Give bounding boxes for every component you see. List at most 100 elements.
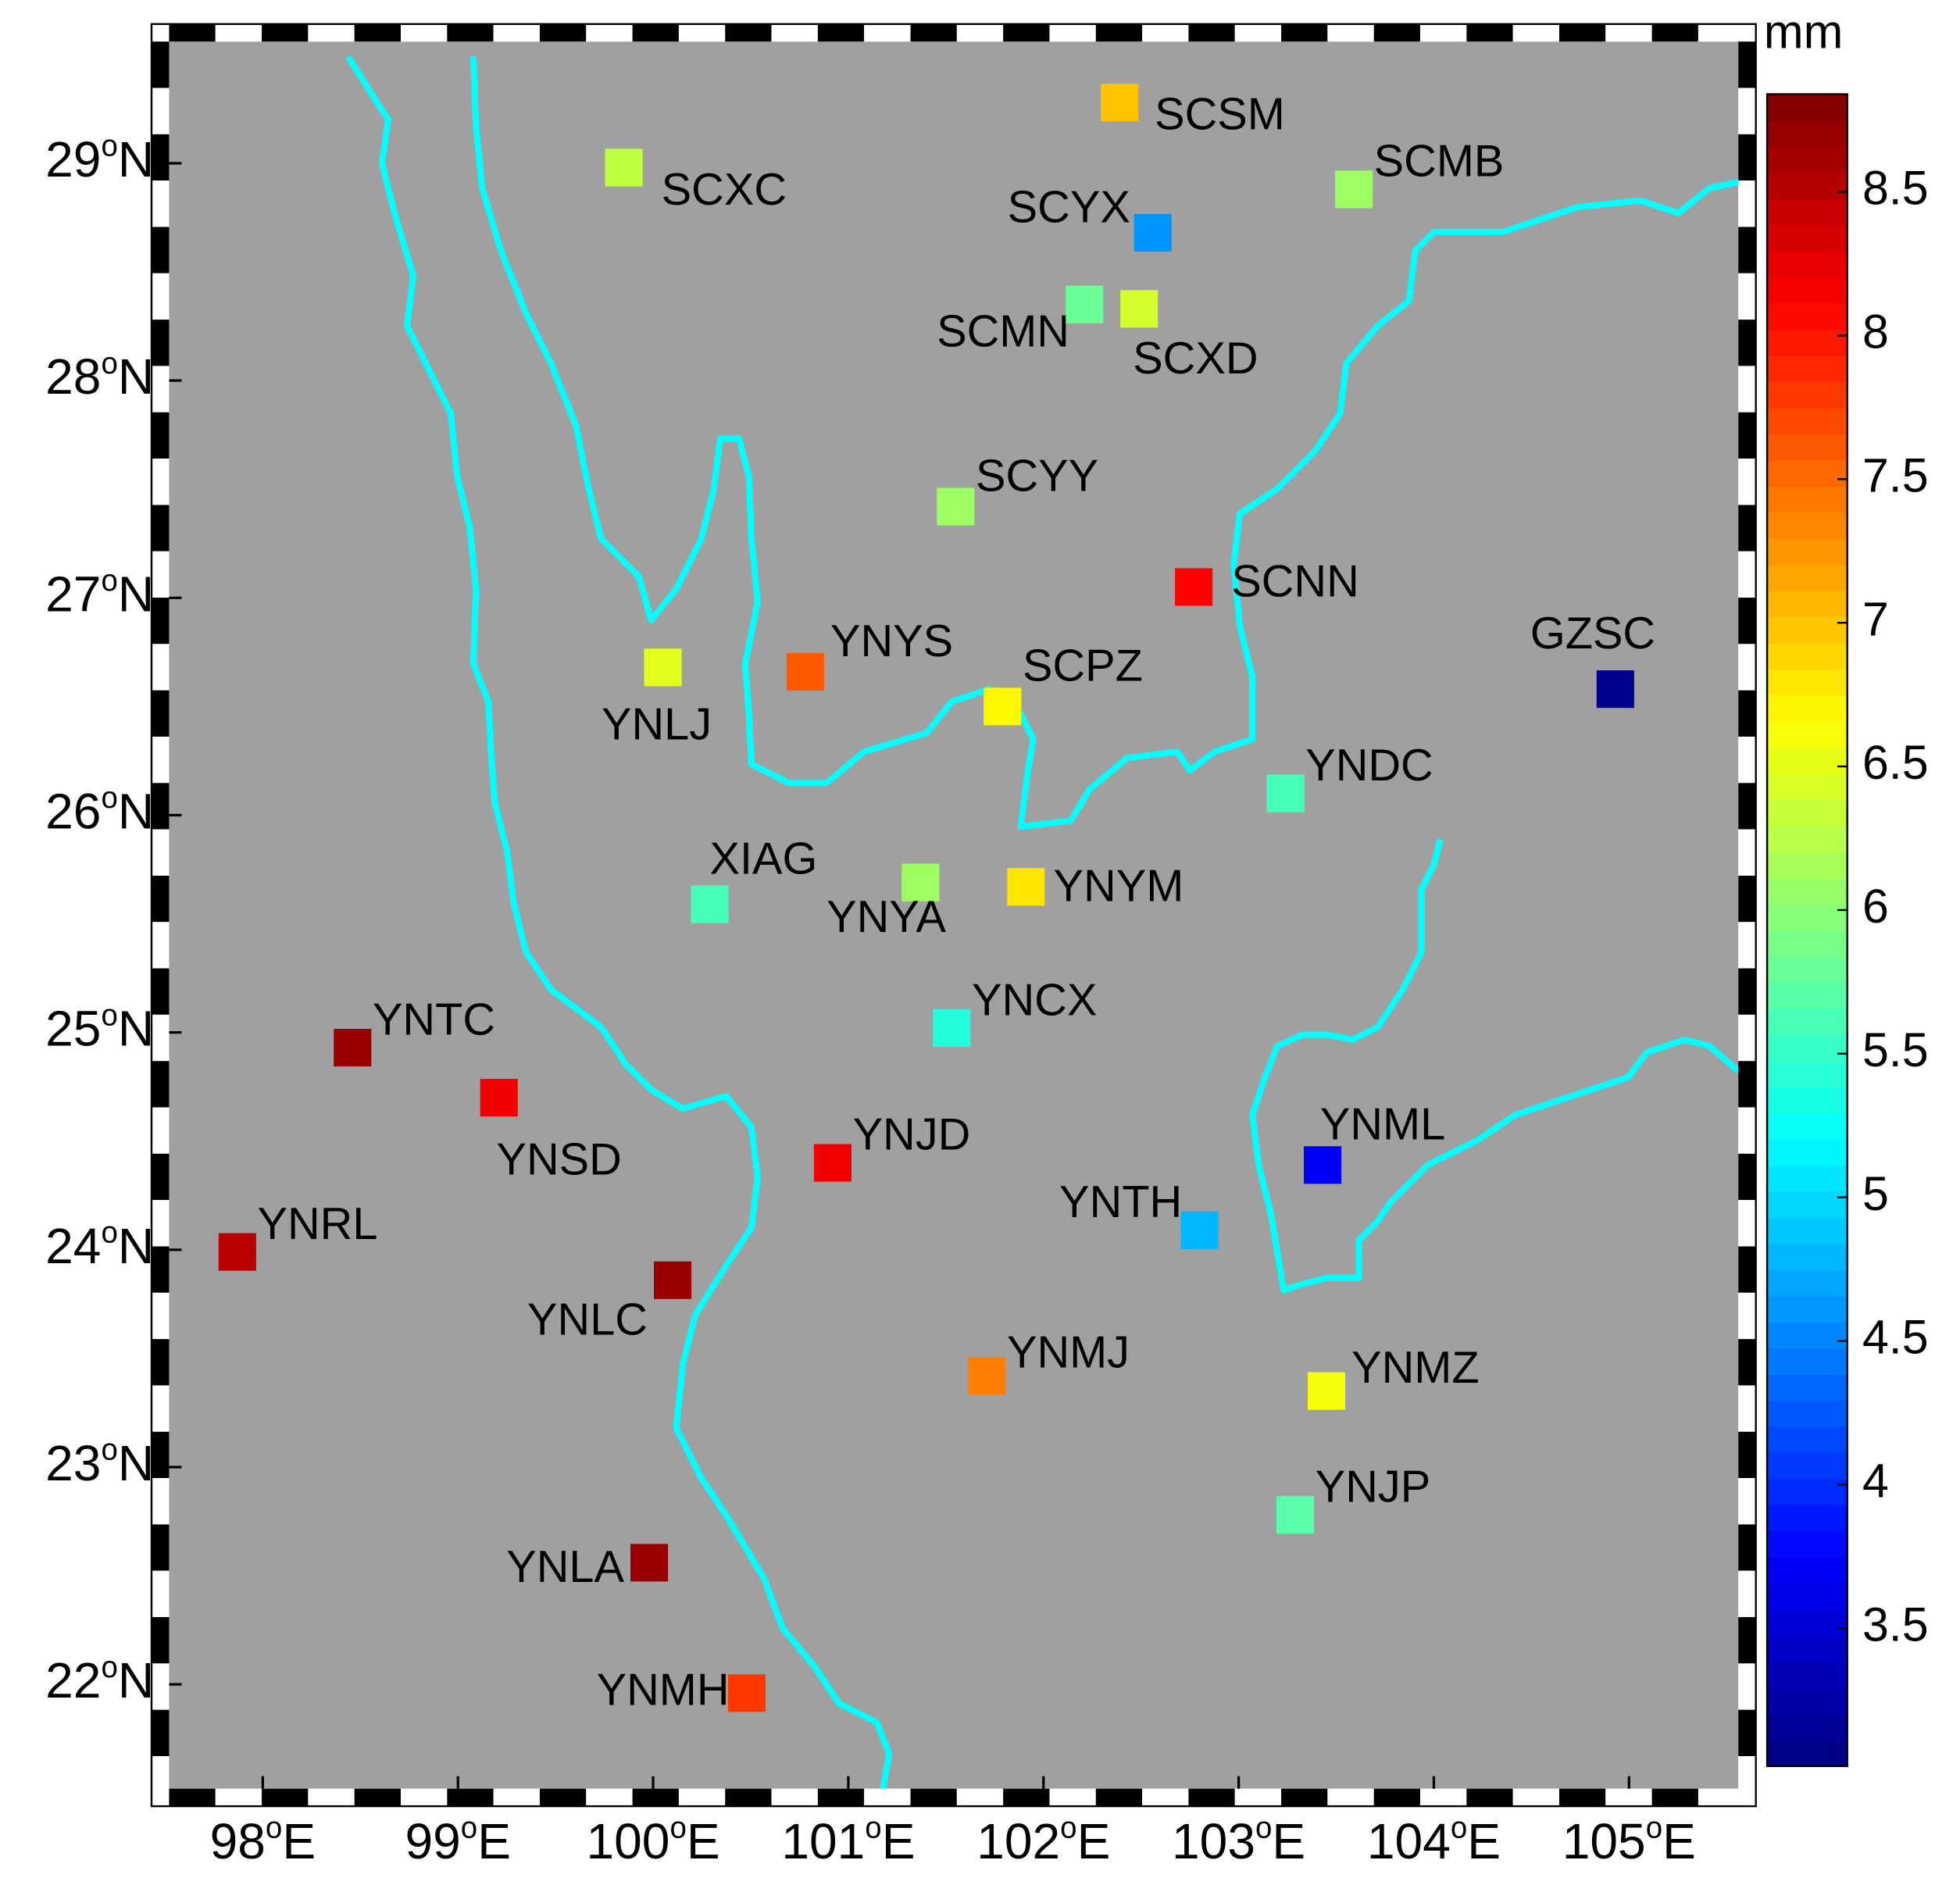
colorbar-cell bbox=[1767, 1009, 1848, 1036]
frame-segment bbox=[539, 1788, 587, 1807]
colorbar-cell bbox=[1767, 1322, 1848, 1349]
colorbar-cell bbox=[1767, 512, 1848, 539]
station-label: XIAG bbox=[710, 834, 818, 884]
colorbar-cell bbox=[1767, 1609, 1848, 1637]
station-label: SCYX bbox=[1008, 182, 1130, 232]
colorbar-unit: mm bbox=[1764, 5, 1843, 58]
frame-segment bbox=[262, 1788, 309, 1807]
frame-segment bbox=[1738, 412, 1756, 459]
colorbar-cell bbox=[1767, 852, 1848, 879]
frame-segment bbox=[1738, 690, 1756, 737]
frame-segment bbox=[678, 1788, 726, 1807]
frame-segment bbox=[262, 23, 309, 42]
colorbar-cell bbox=[1767, 825, 1848, 853]
colorbar-cell bbox=[1767, 407, 1848, 435]
frame-segment bbox=[1738, 87, 1756, 134]
frame-segment bbox=[725, 1788, 772, 1807]
frame-segment bbox=[151, 1292, 170, 1340]
station-label: YNJD bbox=[853, 1110, 971, 1160]
y-tick-label: 26oN bbox=[45, 781, 154, 839]
frame-segment bbox=[215, 1788, 262, 1807]
frame-segment bbox=[151, 736, 170, 784]
frame-segment bbox=[308, 23, 355, 42]
station-label: YNMJ bbox=[1007, 1328, 1130, 1378]
station-label: SCMB bbox=[1374, 137, 1505, 187]
colorbar-cell bbox=[1767, 224, 1848, 252]
station-marker bbox=[1308, 1372, 1346, 1410]
colorbar-tick-label: 7 bbox=[1862, 592, 1889, 645]
frame-segment bbox=[1049, 23, 1096, 42]
colorbar-cell bbox=[1767, 1191, 1848, 1219]
colorbar-cell bbox=[1767, 277, 1848, 304]
frame-segment bbox=[1420, 23, 1467, 42]
frame-segment bbox=[771, 23, 818, 42]
frame-segment bbox=[151, 505, 170, 552]
frame-segment bbox=[151, 1755, 170, 1789]
station-marker bbox=[1101, 84, 1139, 122]
frame-segment bbox=[1512, 23, 1559, 42]
frame-segment bbox=[151, 598, 170, 644]
frame-segment bbox=[1738, 1709, 1756, 1756]
station-label: SCXD bbox=[1133, 334, 1258, 384]
station-label: YNTC bbox=[373, 994, 495, 1044]
frame-segment bbox=[1095, 1788, 1143, 1807]
station-label: SCNN bbox=[1231, 556, 1359, 606]
station-marker bbox=[727, 1674, 766, 1712]
frame-segment bbox=[151, 1246, 170, 1293]
frame-segment bbox=[151, 273, 170, 320]
frame-segment bbox=[151, 366, 170, 412]
frame-segment bbox=[151, 875, 170, 923]
colorbar-cell bbox=[1767, 1478, 1848, 1506]
frame-segment bbox=[151, 1478, 170, 1525]
frame-segment bbox=[151, 87, 170, 134]
station-label: YNLJ bbox=[602, 700, 712, 750]
colorbar-cell bbox=[1767, 1505, 1848, 1532]
station-label: SCPZ bbox=[1023, 641, 1143, 691]
y-tick-label: 27oN bbox=[45, 564, 154, 622]
colorbar-cell bbox=[1767, 1034, 1848, 1062]
colorbar-cell bbox=[1767, 1112, 1848, 1141]
colorbar-cell bbox=[1767, 877, 1848, 905]
map-area bbox=[169, 41, 1739, 1789]
colorbar-cell bbox=[1767, 434, 1848, 461]
frame-segment bbox=[1738, 366, 1756, 412]
frame-segment bbox=[151, 1524, 170, 1571]
frame-segment bbox=[1738, 644, 1756, 691]
station-marker bbox=[218, 1233, 256, 1271]
frame-segment bbox=[1738, 968, 1756, 1015]
frame-segment bbox=[1738, 41, 1756, 88]
colorbar-cell bbox=[1767, 982, 1848, 1009]
station-marker bbox=[968, 1357, 1006, 1395]
station-label: SCXC bbox=[662, 165, 787, 215]
colorbar-cell bbox=[1767, 1740, 1848, 1767]
station-label: YNYM bbox=[1054, 862, 1184, 912]
station-marker bbox=[1304, 1146, 1342, 1184]
frame-segment bbox=[1281, 1788, 1328, 1807]
colorbar-cell bbox=[1767, 799, 1848, 827]
colorbar-cell bbox=[1767, 669, 1848, 696]
frame-segment bbox=[151, 180, 170, 227]
colorbar-cell bbox=[1767, 1060, 1848, 1088]
frame-segment bbox=[910, 23, 957, 42]
frame-segment bbox=[493, 23, 540, 42]
colorbar-cell bbox=[1767, 1662, 1848, 1689]
frame-segment bbox=[817, 1788, 865, 1807]
frame-outline bbox=[150, 23, 1757, 1808]
station-marker bbox=[813, 1144, 851, 1182]
y-tick-label: 28oN bbox=[45, 347, 154, 405]
station-marker bbox=[691, 885, 729, 923]
colorbar-cell bbox=[1767, 459, 1848, 487]
colorbar-cell bbox=[1767, 1583, 1848, 1610]
frame-segment bbox=[1738, 1339, 1756, 1386]
colorbar-cell bbox=[1767, 486, 1848, 513]
frame-segment bbox=[169, 23, 216, 42]
colorbar-cell bbox=[1767, 616, 1848, 644]
frame-segment bbox=[151, 1014, 170, 1062]
frame-segment bbox=[1049, 1788, 1096, 1807]
station-label: YNDC bbox=[1305, 741, 1433, 791]
frame-segment bbox=[151, 1663, 170, 1710]
colorbar-cell bbox=[1767, 1687, 1848, 1715]
frame-segment bbox=[1738, 1107, 1756, 1154]
frame-segment bbox=[151, 134, 170, 181]
